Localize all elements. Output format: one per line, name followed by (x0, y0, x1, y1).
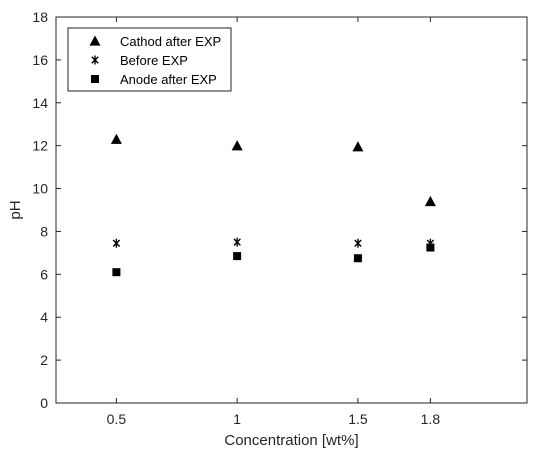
data-point-asterisk (112, 238, 121, 248)
data-point-triangle (352, 141, 364, 152)
y-tick-label: 18 (32, 9, 48, 25)
plot-frame (55, 16, 528, 404)
legend-marker-triangle (89, 35, 101, 46)
data-markers (110, 133, 436, 277)
legend-marker-square (91, 75, 99, 83)
legend-marker-asterisk (91, 55, 99, 65)
y-tick-label: 14 (32, 95, 48, 111)
y-tick-label: 16 (32, 52, 48, 68)
data-point-triangle (231, 140, 243, 151)
x-axis-title: Concentration [wt%] (224, 432, 358, 449)
y-axis-title: pH (7, 200, 24, 219)
legend-label: Before EXP (120, 53, 188, 68)
data-point-square (353, 254, 362, 263)
data-point-triangle (424, 195, 436, 207)
y-tick-label: 12 (32, 138, 48, 154)
x-tick-label: 1.5 (348, 411, 368, 427)
y-tick-label: 0 (40, 395, 48, 411)
y-tick-label: 10 (32, 181, 48, 197)
legend-label: Cathod after EXP (120, 34, 221, 49)
data-point-square (233, 252, 242, 261)
data-point-asterisk (354, 238, 362, 248)
legend: Cathod after EXP Before EXP Anode after EX… (67, 27, 232, 92)
x-tick-label: 0.5 (107, 411, 127, 427)
y-tick-label: 4 (40, 309, 48, 325)
data-point-asterisk (233, 237, 241, 247)
x-tick-label: 1 (233, 411, 241, 427)
legend-label: Anode after EXP (120, 72, 217, 87)
x-tick-label: 1.8 (421, 411, 441, 427)
y-tick-label: 6 (40, 266, 48, 282)
y-tick-label: 8 (40, 223, 48, 239)
axis-ticks: 0 2 4 6 8 10 12 14 16 18 0.5 1 1.5 1.8 (32, 9, 527, 427)
y-tick-label: 2 (40, 352, 48, 368)
data-point-square (426, 243, 435, 252)
data-point-triangle (110, 133, 122, 144)
data-point-square (112, 268, 121, 277)
